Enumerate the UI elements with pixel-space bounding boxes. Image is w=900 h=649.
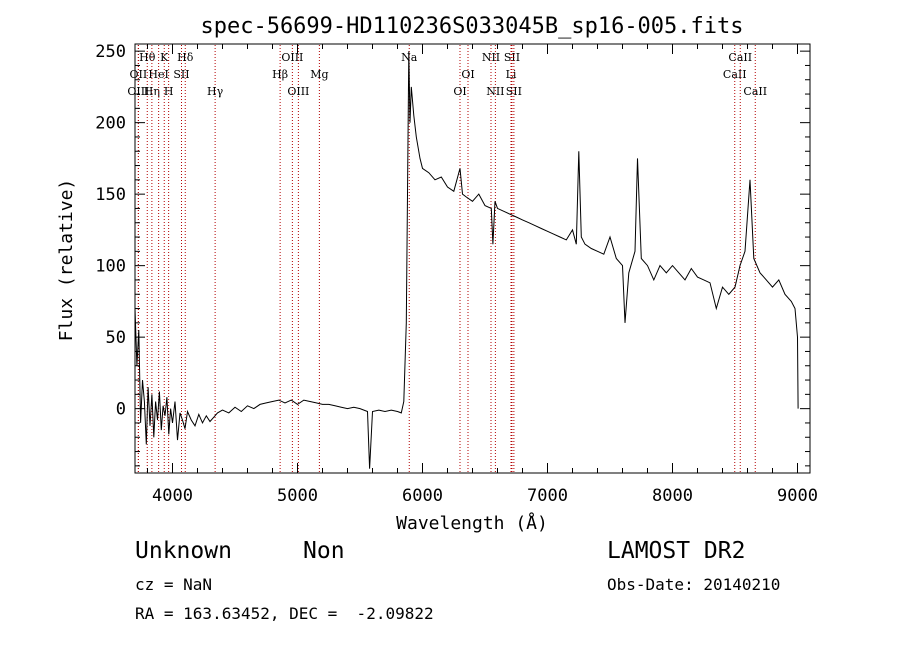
line-label: K: [160, 51, 169, 64]
line-label: Li: [506, 68, 517, 81]
y-tick-label: 200: [95, 114, 126, 134]
line-label: HeI: [148, 68, 168, 81]
spectrum-line: [134, 51, 799, 469]
line-label: OIII: [127, 85, 149, 98]
line-label: Hθ: [139, 51, 156, 64]
line-label: OII: [130, 68, 148, 81]
class-label: Unknown: [135, 538, 232, 564]
x-tick-label: 5000: [277, 486, 318, 506]
y-tick-label: 50: [106, 328, 126, 348]
survey-label: LAMOST DR2: [607, 538, 746, 564]
x-tick-label: 6000: [402, 486, 443, 506]
line-label: CaII: [723, 68, 747, 81]
line-label: OI: [453, 85, 466, 98]
x-axis-label: Wavelength (Å): [396, 512, 548, 534]
line-label: Hγ: [207, 85, 224, 98]
y-axis-label: Flux (relative): [56, 179, 77, 342]
line-label: Mg: [310, 68, 328, 81]
line-label: SII: [506, 85, 522, 98]
subclass-label: Non: [303, 538, 345, 564]
y-tick-label: 100: [95, 257, 126, 277]
y-tick-label: 0: [116, 400, 126, 420]
x-tick-label: 9000: [777, 486, 818, 506]
line-label: Hδ: [177, 51, 194, 64]
y-tick-label: 150: [95, 185, 126, 205]
line-label: CaII: [743, 85, 767, 98]
y-tick-label: 250: [95, 42, 126, 62]
x-axis-ticks: 4000 5000 6000 7000 8000 9000: [147, 44, 818, 506]
x-tick-label: 8000: [652, 486, 693, 506]
line-label: Hη: [144, 85, 160, 98]
line-label: SII: [504, 51, 520, 64]
cz-label: cz = NaN: [135, 575, 213, 594]
line-label: OI: [461, 68, 474, 81]
coords-label: RA = 163.63452, DEC = -2.09822: [135, 604, 434, 623]
line-label: H: [164, 85, 174, 98]
line-label: OIII: [281, 51, 303, 64]
y-axis-ticks: 0 50 100 150 200 250: [95, 42, 810, 467]
line-label: Hβ: [272, 68, 288, 81]
line-label: NII: [486, 85, 504, 98]
line-label: CaII: [728, 51, 752, 64]
x-tick-label: 4000: [152, 486, 193, 506]
x-tick-label: 7000: [527, 486, 568, 506]
obs-date-label: Obs-Date: 20140210: [607, 575, 781, 594]
line-label: NII: [482, 51, 500, 64]
chart-title: spec-56699-HD110236S033045B_sp16-005.fit…: [200, 14, 743, 39]
line-label: Na: [401, 51, 418, 64]
line-label: SII: [173, 68, 189, 81]
line-label: OIII: [287, 85, 309, 98]
